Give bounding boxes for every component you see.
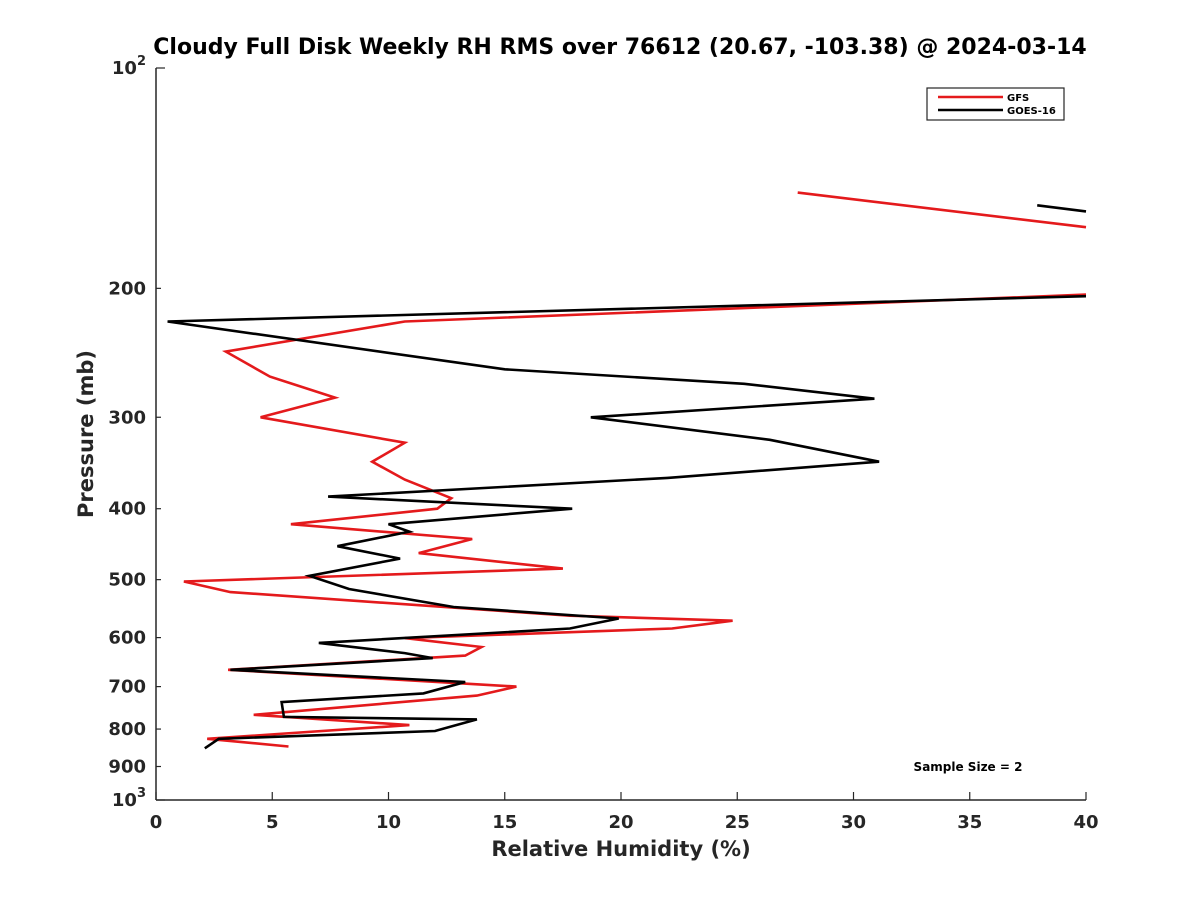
legend-label-gfs: GFS — [1007, 93, 1029, 104]
x-tick-label: 10 — [376, 812, 401, 833]
y-axis-label: Pressure (mb) — [74, 350, 98, 518]
y-tick-label: 400 — [108, 499, 146, 520]
x-axis-label: Relative Humidity (%) — [491, 837, 750, 861]
y-tick-label: 200 — [108, 278, 146, 299]
y-tick-label-base: 10 — [112, 58, 137, 79]
y-tick-label: 600 — [108, 628, 146, 649]
y-tick-label: 800 — [108, 719, 146, 740]
y-tick-label-exponent: 3 — [137, 786, 146, 801]
y-tick-label: 102 — [112, 54, 146, 79]
y-tick-label: 300 — [108, 407, 146, 428]
series-line-goes16 — [1037, 204, 1087, 213]
series-line-gfs — [797, 191, 1087, 229]
y-tick-label: 103 — [112, 786, 146, 811]
y-tick-label: 700 — [108, 677, 146, 698]
x-tick-label: 15 — [492, 812, 517, 833]
plot-area — [156, 68, 1086, 800]
x-axis-ticks: 0 5 10 15 20 25 30 35 40 — [150, 792, 1099, 833]
legend-label-goes16: GOES-16 — [1007, 106, 1056, 117]
legend-box — [926, 87, 1065, 121]
series-line-goes16 — [167, 294, 1087, 750]
x-tick-label: 5 — [266, 812, 279, 833]
legend: GFS GOES-16 — [926, 87, 1065, 121]
x-tick-label: 30 — [841, 812, 866, 833]
series-line-gfs — [183, 293, 1087, 748]
x-tick-label: 0 — [150, 812, 163, 833]
sample-size-annotation: Sample Size = 2 — [914, 760, 1023, 774]
y-tick-label: 500 — [108, 570, 146, 591]
y-tick-label-exponent: 2 — [137, 54, 146, 69]
y-tick-label-base: 10 — [112, 790, 137, 811]
x-tick-label: 40 — [1073, 812, 1098, 833]
x-tick-label: 35 — [957, 812, 982, 833]
y-tick-label: 900 — [108, 757, 146, 778]
chart-title: Cloudy Full Disk Weekly RH RMS over 7661… — [153, 35, 1086, 60]
x-tick-label: 25 — [725, 812, 750, 833]
x-tick-label: 20 — [608, 812, 633, 833]
series-layer — [167, 191, 1087, 750]
